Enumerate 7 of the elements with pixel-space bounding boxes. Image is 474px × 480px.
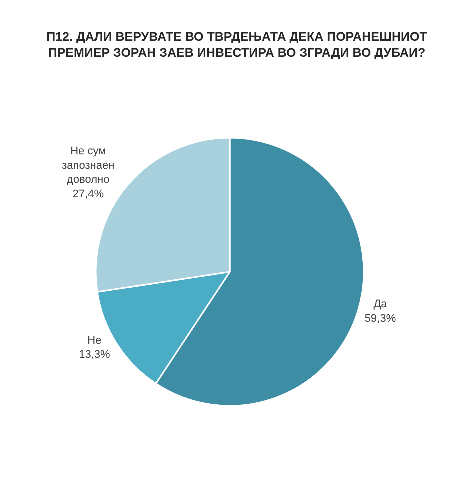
slice-label: Да — [374, 298, 388, 311]
data-label: 27,4% — [72, 188, 104, 200]
slice-label: Не — [88, 334, 102, 347]
slice-label: Не сум запознаен доволно — [62, 146, 115, 186]
chart-title: П12. ДАЛИ ВЕРУВАТЕ ВО ТВРДЕЊАТА ДЕКА ПОРАНЕШНИОТ ПРЕМИЕР ЗОРАН ЗАЕВ ИНВЕСТИРА ВО ЗГРАДИ ВО ДУБАИ? — [46, 30, 428, 60]
data-label: 59,3% — [364, 312, 396, 325]
data-label: 13,3% — [79, 349, 111, 362]
